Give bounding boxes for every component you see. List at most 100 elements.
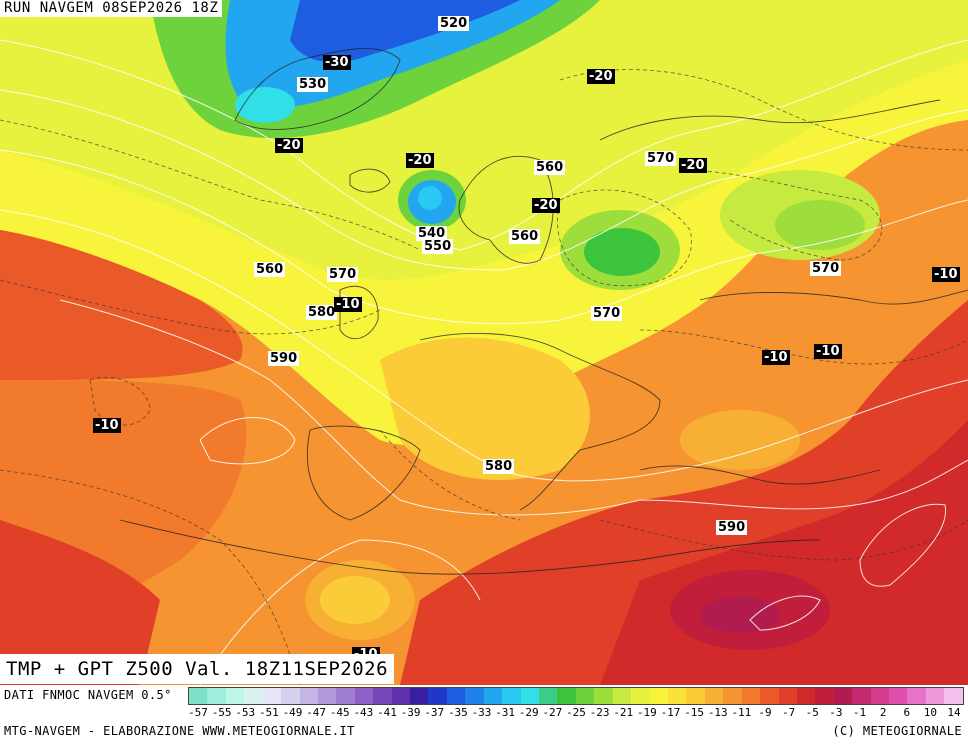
color-scale-swatch (373, 688, 392, 704)
color-scale-tick: -35 (447, 706, 468, 719)
color-scale-tick: -5 (805, 706, 819, 719)
color-scale-swatch (225, 688, 245, 704)
color-scale-tick: -3 (829, 706, 843, 719)
color-scale-swatch (502, 688, 521, 704)
gpt-label: 590 (716, 520, 748, 535)
color-scale-swatch (686, 688, 705, 704)
color-scale-swatch (667, 688, 687, 704)
color-scale-tick: -49 (282, 706, 303, 719)
color-scale-tick: 14 (947, 706, 961, 719)
color-scale-tick: 2 (879, 706, 887, 719)
color-scale-swatch (704, 688, 724, 704)
gpt-label: 570 (591, 306, 623, 321)
gpt-label: 570 (327, 267, 359, 282)
color-scale-tick: -1 (852, 706, 867, 719)
tmp-label: -10 (334, 297, 362, 312)
tmp-label: -20 (275, 138, 303, 153)
color-scale-swatch (244, 688, 263, 704)
color-scale-swatch (281, 688, 300, 704)
color-scale-swatch (207, 688, 226, 704)
color-scale-tick: -57 (188, 706, 208, 719)
color-scale-swatch (649, 688, 668, 704)
color-scale-tick: -45 (329, 706, 350, 719)
color-scale-swatch (741, 688, 761, 704)
color-scale-tick: -27 (542, 706, 563, 719)
tmp-label: -10 (762, 350, 790, 365)
color-scale-swatch (778, 688, 797, 704)
color-scale-tick: -47 (306, 706, 327, 719)
data-source: DATI FNMOC NAVGEM 0.5° (4, 688, 172, 702)
tmp-label: -30 (323, 55, 351, 70)
color-scale-tick: -13 (707, 706, 728, 719)
color-scale-tick: -33 (471, 706, 492, 719)
color-scale-swatch (631, 688, 650, 704)
color-scale-swatch (796, 688, 816, 704)
color-scale-swatch (336, 688, 355, 704)
weather-map (0, 0, 968, 685)
color-scale-swatch (557, 688, 576, 704)
color-scale-swatch (575, 688, 595, 704)
color-scale-swatch (760, 688, 779, 704)
tmp-label: -10 (932, 267, 960, 282)
color-scale-swatch (446, 688, 466, 704)
gpt-label: 520 (438, 16, 470, 31)
color-scale-tick: -25 (566, 706, 586, 719)
color-scale-tick: -19 (636, 706, 657, 719)
color-scale-swatch (944, 688, 963, 704)
color-scale-swatch (391, 688, 411, 704)
tmp-label: -10 (814, 344, 842, 359)
color-scale-swatch (594, 688, 613, 704)
color-scale-tick: -39 (400, 706, 421, 719)
color-scale-swatch (354, 688, 374, 704)
color-scale-tick: 6 (903, 706, 911, 719)
color-scale-tick: -55 (211, 706, 232, 719)
color-scale-swatch (889, 688, 908, 704)
color-scale-swatch (520, 688, 540, 704)
gpt-label: 550 (422, 239, 454, 254)
gpt-label: 560 (534, 160, 566, 175)
color-scale-swatch (410, 688, 429, 704)
color-scale-tick: -51 (258, 706, 279, 719)
run-title: RUN NAVGEM 08SEP2026 18Z (0, 0, 223, 17)
gpt-label: 530 (297, 77, 329, 92)
color-scale-tick: -41 (377, 706, 397, 719)
color-scale-swatch (483, 688, 503, 704)
color-scale-tick: 10 (923, 706, 937, 719)
color-scale-tick: -17 (660, 706, 681, 719)
gpt-label: 580 (306, 305, 338, 320)
color-scale-tick: -29 (518, 706, 539, 719)
color-scale-tick: -23 (589, 706, 610, 719)
color-scale-tick: -15 (684, 706, 705, 719)
gpt-label: 580 (483, 459, 515, 474)
color-scale-swatch (925, 688, 945, 704)
color-scale-tick: -31 (495, 706, 516, 719)
tmp-label: -20 (532, 198, 560, 213)
color-scale-tick: -9 (758, 706, 772, 719)
gpt-label: 570 (645, 151, 677, 166)
gpt-label: 560 (254, 262, 286, 277)
color-scale-tick: -37 (424, 706, 445, 719)
color-scale-ticks: -57 -55 -53 -51 -49 -47 -45 -43 -41 -39 -37 -35 -33-… (188, 706, 964, 722)
tmp-label: -20 (406, 153, 434, 168)
color-scale-tick: -53 (235, 706, 256, 719)
color-scale-swatch (539, 688, 558, 704)
color-scale-swatch (189, 688, 208, 704)
credit-text: MTG-NAVGEM - ELABORAZIONE WWW.METEOGIORN… (4, 724, 355, 738)
color-scale-swatch (852, 688, 871, 704)
color-scale (188, 687, 964, 705)
tmp-label: -10 (93, 418, 121, 433)
color-scale-tick: -21 (613, 706, 634, 719)
gpt-label: 540 (416, 226, 448, 241)
color-scale-tick: -43 (353, 706, 374, 719)
color-scale-tick: -11 (731, 706, 752, 719)
color-scale-swatch (907, 688, 926, 704)
color-scale-swatch (465, 688, 484, 704)
color-scale-swatch (723, 688, 742, 704)
color-scale-swatch (299, 688, 318, 704)
tmp-label: -20 (679, 158, 707, 173)
color-scale-swatch (612, 688, 632, 704)
copyright-text: (C) METEOGIORNALE (832, 724, 962, 738)
color-scale-swatch (262, 688, 282, 704)
validity-title: TMP + GPT Z500 Val. 18Z11SEP2026 (0, 654, 395, 684)
color-scale-tick: -7 (782, 706, 796, 719)
